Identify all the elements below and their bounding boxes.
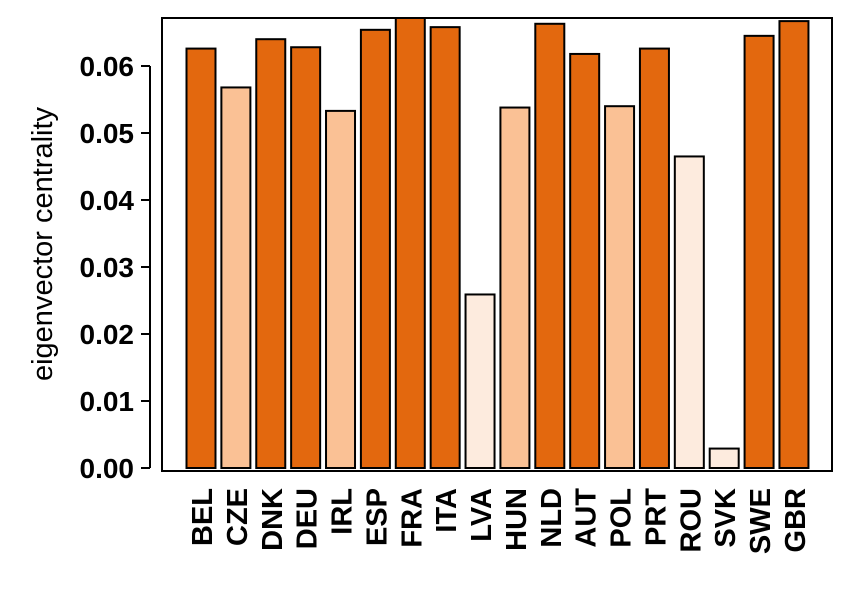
y-axis-title: eigenvector centrality bbox=[27, 106, 59, 381]
bar-prt bbox=[638, 47, 670, 470]
x-tick-label-prt: PRT bbox=[640, 488, 672, 546]
x-tick-label-ita: ITA bbox=[431, 488, 463, 533]
bar-ita bbox=[429, 26, 461, 469]
bar-swe bbox=[743, 34, 775, 469]
y-axis: 0.00 0.01 0.02 0.03 0.04 0.05 0.06 bbox=[80, 51, 151, 484]
x-tick-label-fra: FRA bbox=[396, 488, 428, 548]
plot-frame bbox=[161, 17, 833, 472]
x-tick-label-swe: SWE bbox=[745, 488, 777, 554]
bar-bel bbox=[185, 47, 217, 470]
x-tick-label-dnk: DNK bbox=[257, 488, 289, 551]
x-tick-label-svk: SVK bbox=[710, 488, 742, 548]
bar-deu bbox=[290, 46, 322, 470]
y-tick-label: 0.02 bbox=[80, 319, 135, 350]
bar-irl bbox=[325, 109, 357, 469]
x-tick-label-hun: HUN bbox=[501, 488, 533, 551]
bar-svk bbox=[708, 447, 740, 470]
bar-nld bbox=[534, 22, 566, 469]
bar-gbr bbox=[778, 20, 810, 470]
x-tick-label-deu: DEU bbox=[292, 488, 324, 549]
bar-hun bbox=[499, 106, 531, 469]
x-tick-label-aut: AUT bbox=[571, 488, 603, 548]
bar-cze bbox=[220, 86, 252, 469]
x-tick-label-nld: NLD bbox=[536, 488, 568, 548]
x-tick-label-rou: ROU bbox=[675, 488, 707, 552]
bar-rou bbox=[673, 155, 705, 469]
x-tick-label-pol: POL bbox=[606, 488, 638, 548]
x-tick-label-irl: IRL bbox=[327, 488, 359, 535]
y-tick-label: 0.03 bbox=[80, 252, 135, 283]
y-tick-label: 0.01 bbox=[80, 386, 135, 417]
x-axis: BEL CZE DNK DEU IRL ESP FRA ITA LVA HUN NLD AUT POL P… bbox=[187, 488, 812, 554]
bar-dnk bbox=[255, 38, 287, 469]
y-tick-label: 0.04 bbox=[80, 185, 135, 216]
y-tick-label: 0.06 bbox=[80, 51, 135, 82]
y-tick-label: 0.05 bbox=[80, 118, 135, 149]
y-tick-label: 0.00 bbox=[80, 453, 135, 484]
bar-esp bbox=[359, 28, 391, 469]
x-tick-label-lva: LVA bbox=[466, 488, 498, 542]
x-tick-label-cze: CZE bbox=[222, 488, 254, 546]
bar-fra bbox=[394, 17, 426, 469]
x-tick-label-bel: BEL bbox=[187, 488, 219, 546]
bar-pol bbox=[604, 105, 636, 469]
bars bbox=[185, 17, 810, 470]
bar-lva bbox=[464, 293, 496, 469]
x-tick-label-esp: ESP bbox=[361, 488, 393, 546]
x-tick-label-gbr: GBR bbox=[780, 488, 812, 553]
bar-aut bbox=[569, 52, 601, 469]
